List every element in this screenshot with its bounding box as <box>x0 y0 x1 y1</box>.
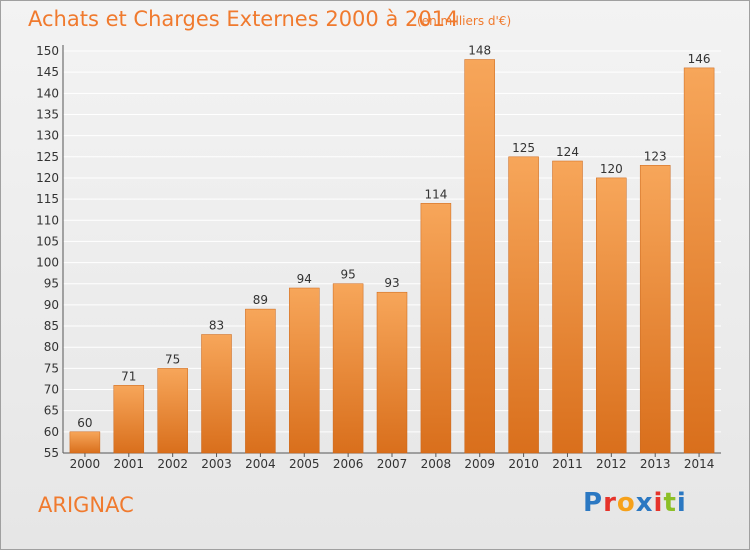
bars <box>69 59 715 454</box>
x-tick-label: 2012 <box>596 457 627 471</box>
y-tick-label: 120 <box>36 171 59 185</box>
data-labels: 60 71 75 83 89 94 95 93 114 148 125 124 120 123 146 <box>77 44 710 430</box>
bar <box>508 156 539 454</box>
bar <box>639 165 671 454</box>
data-label: 146 <box>688 52 711 66</box>
x-tick-label: 2009 <box>464 457 495 471</box>
data-label: 124 <box>556 145 579 159</box>
y-tick-label: 80 <box>44 340 59 354</box>
data-label: 148 <box>468 44 491 58</box>
y-tick-label: 90 <box>44 298 59 312</box>
logo-letter: t <box>663 488 677 518</box>
bar <box>464 59 495 454</box>
y-tick-label: 95 <box>44 277 59 291</box>
x-tick-labels: 2000 2001 2002 2003 2004 2005 2006 2007 2008 2009… <box>70 457 715 471</box>
bar <box>683 67 715 454</box>
bar <box>113 385 145 454</box>
bar <box>289 287 320 454</box>
y-tick-label: 65 <box>44 404 59 418</box>
bar <box>552 160 583 454</box>
y-tick-label: 110 <box>36 213 59 227</box>
y-tick-label: 70 <box>44 383 59 397</box>
x-tick-label: 2001 <box>114 457 145 471</box>
data-label: 94 <box>297 272 312 286</box>
y-tick-label: 135 <box>36 107 59 121</box>
x-tick-label: 2007 <box>377 457 408 471</box>
bar <box>69 431 101 454</box>
y-tick-label: 60 <box>44 425 59 439</box>
x-tick-label: 2002 <box>157 457 188 471</box>
y-tick-label: 85 <box>44 319 59 333</box>
y-tick-label: 105 <box>36 234 59 248</box>
x-tick-label: 2014 <box>684 457 715 471</box>
data-label: 71 <box>121 369 136 383</box>
y-tick-label: 130 <box>36 129 59 143</box>
x-tick-label: 2000 <box>70 457 101 471</box>
x-tick-label: 2011 <box>552 457 583 471</box>
logo-letter: o <box>616 488 636 518</box>
unit-note: (en milliers d'€) <box>417 14 512 28</box>
data-label: 125 <box>512 141 535 155</box>
bar <box>596 177 627 454</box>
data-label: 123 <box>644 149 667 163</box>
y-tick-label: 145 <box>36 65 59 79</box>
bar <box>157 368 188 454</box>
x-tick-label: 2008 <box>421 457 452 471</box>
data-label: 120 <box>600 162 623 176</box>
place-name: ARIGNAC <box>38 493 134 517</box>
data-label: 60 <box>77 416 92 430</box>
y-tick-label: 75 <box>44 361 59 375</box>
x-tick-label: 2013 <box>640 457 671 471</box>
x-tick-label: 2005 <box>289 457 320 471</box>
x-tick-label: 2010 <box>508 457 539 471</box>
x-tick-label: 2006 <box>333 457 364 471</box>
y-tick-label: 115 <box>36 192 59 206</box>
data-label: 75 <box>165 352 180 366</box>
logo-letter: i <box>676 488 687 518</box>
bar <box>201 334 232 454</box>
bar <box>420 203 452 454</box>
logo-letter: P <box>583 488 604 518</box>
chart-title: Achats et Charges Externes 2000 à 2014 <box>28 7 459 31</box>
data-label: 89 <box>253 293 268 307</box>
y-tick-label: 100 <box>36 256 59 270</box>
y-tick-label: 140 <box>36 86 59 100</box>
y-tick-labels: 55 60 65 70 75 80 85 90 95 100 105 110 115 120 125 130 1… <box>36 44 59 460</box>
y-tick-label: 55 <box>44 446 59 460</box>
bar <box>376 291 408 454</box>
logo-letter: i <box>653 488 664 518</box>
bar <box>332 283 364 454</box>
x-tick-label: 2004 <box>245 457 276 471</box>
logo-letter: x <box>635 488 654 518</box>
y-tick-label: 125 <box>36 150 59 164</box>
proxiti-logo: Proxiti <box>583 488 687 518</box>
data-label: 95 <box>340 268 355 282</box>
y-tick-label: 150 <box>36 44 59 58</box>
data-label: 114 <box>424 187 447 201</box>
bar <box>245 308 276 454</box>
logo-letter: r <box>603 488 617 518</box>
data-label: 93 <box>384 276 399 290</box>
data-label: 83 <box>209 319 224 333</box>
x-tick-label: 2003 <box>201 457 232 471</box>
